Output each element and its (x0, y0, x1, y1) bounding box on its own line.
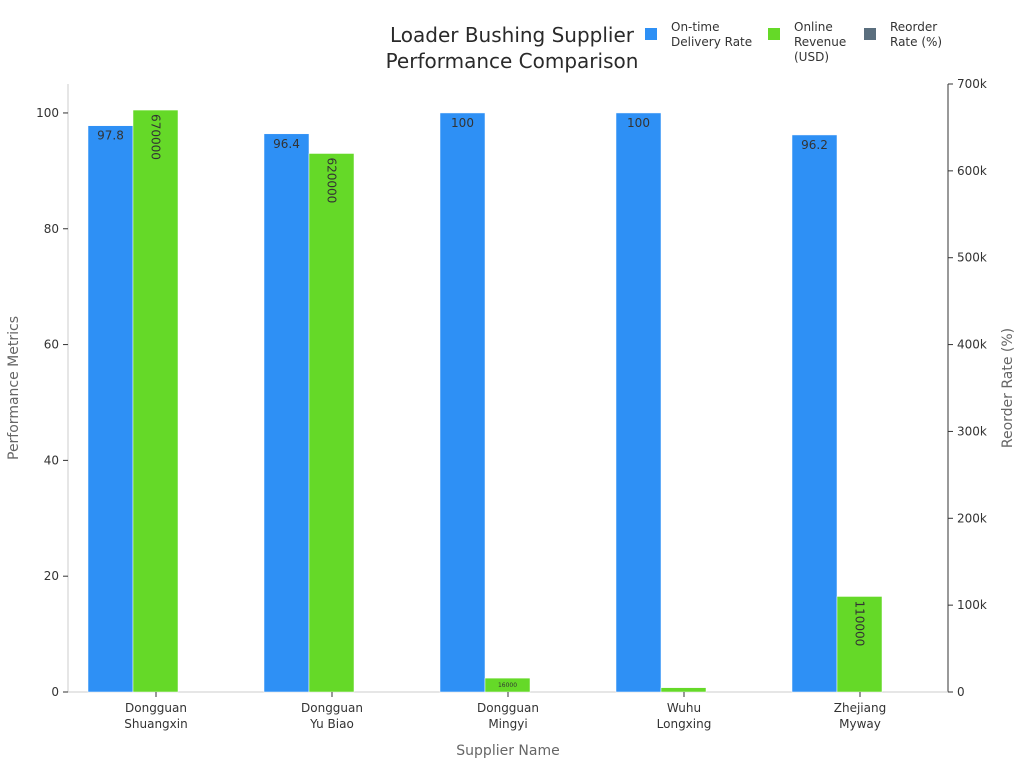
legend-swatch (645, 28, 657, 40)
bars (87, 109, 883, 693)
revenue-label: 670000 (149, 114, 163, 160)
revenue-label: 620000 (325, 157, 339, 203)
category-label: Shuangxin (124, 717, 187, 731)
category-label: Longxing (657, 717, 712, 731)
y2-axis-title: Reorder Rate (%) (1000, 328, 1016, 448)
legend-label: Reorder (890, 20, 937, 34)
delivery-rate-bar (263, 133, 310, 693)
delivery-rate-label: 96.2 (801, 138, 828, 152)
category-label: Mingyi (488, 717, 527, 731)
y-axis-title: Performance Metrics (6, 316, 22, 460)
right-tick-label: 200k (957, 511, 987, 525)
delivery-rate-label: 96.4 (273, 137, 300, 151)
left-tick-label: 0 (51, 685, 59, 699)
legend-label: (USD) (794, 50, 829, 64)
revenue-bar (308, 153, 355, 693)
revenue-label: 16000 (498, 682, 517, 689)
legend-label: Online (794, 20, 833, 34)
category-label: Zhejiang (834, 701, 886, 715)
category-label: Myway (839, 717, 881, 731)
right-tick-label: 0 (957, 685, 965, 699)
category-labels: Dongguan Shuangxin Dongguan Yu Biao Dongguan… (124, 692, 886, 731)
category-label: Wuhu (667, 701, 701, 715)
right-tick-label: 500k (957, 251, 987, 265)
left-tick-label: 20 (44, 569, 59, 583)
delivery-rate-label: 97.8 (97, 129, 124, 143)
revenue-bar (836, 596, 883, 693)
delivery-rate-bar (615, 112, 662, 693)
right-tick-label: 100k (957, 598, 987, 612)
right-tick-label: 600k (957, 164, 987, 178)
revenue-bar (660, 687, 707, 693)
delivery-rate-bar (87, 125, 134, 693)
delivery-rate-bar (439, 112, 486, 693)
category-label: Dongguan (477, 701, 539, 715)
left-axis-ticks: 0 20 40 60 80 100 (36, 106, 68, 699)
right-axis-ticks: 0 100k 200k 300k 400k 500k 600k 700k (948, 77, 987, 699)
left-tick-label: 60 (44, 338, 59, 352)
right-tick-label: 300k (957, 424, 987, 438)
legend-label: On-time (671, 20, 720, 34)
revenue-bar (132, 109, 179, 693)
legend-swatch (864, 28, 876, 40)
category-label: Dongguan (125, 701, 187, 715)
legend-swatch (768, 28, 780, 40)
delivery-rate-label: 100 (451, 116, 474, 130)
right-tick-label: 700k (957, 77, 987, 91)
revenue-label: 110000 (853, 600, 867, 646)
legend-label: Revenue (794, 35, 846, 49)
x-axis-title: Supplier Name (456, 743, 559, 759)
delivery-rate-label: 100 (627, 116, 650, 130)
chart-title-line: Performance Comparison (386, 49, 639, 73)
legend-label: Rate (%) (890, 35, 942, 49)
left-tick-label: 80 (44, 222, 59, 236)
chart-title-line: Loader Bushing Supplier (390, 23, 635, 47)
right-tick-label: 400k (957, 338, 987, 352)
legend-label: Delivery Rate (671, 35, 752, 49)
category-label: Yu Biao (309, 717, 354, 731)
left-tick-label: 40 (44, 453, 59, 467)
left-tick-label: 100 (36, 106, 59, 120)
delivery-rate-bar (791, 134, 838, 693)
category-label: Dongguan (301, 701, 363, 715)
bar-labels: 97.8 670000 96.4 620000 100 16000 100 96.2 11000… (97, 114, 866, 689)
